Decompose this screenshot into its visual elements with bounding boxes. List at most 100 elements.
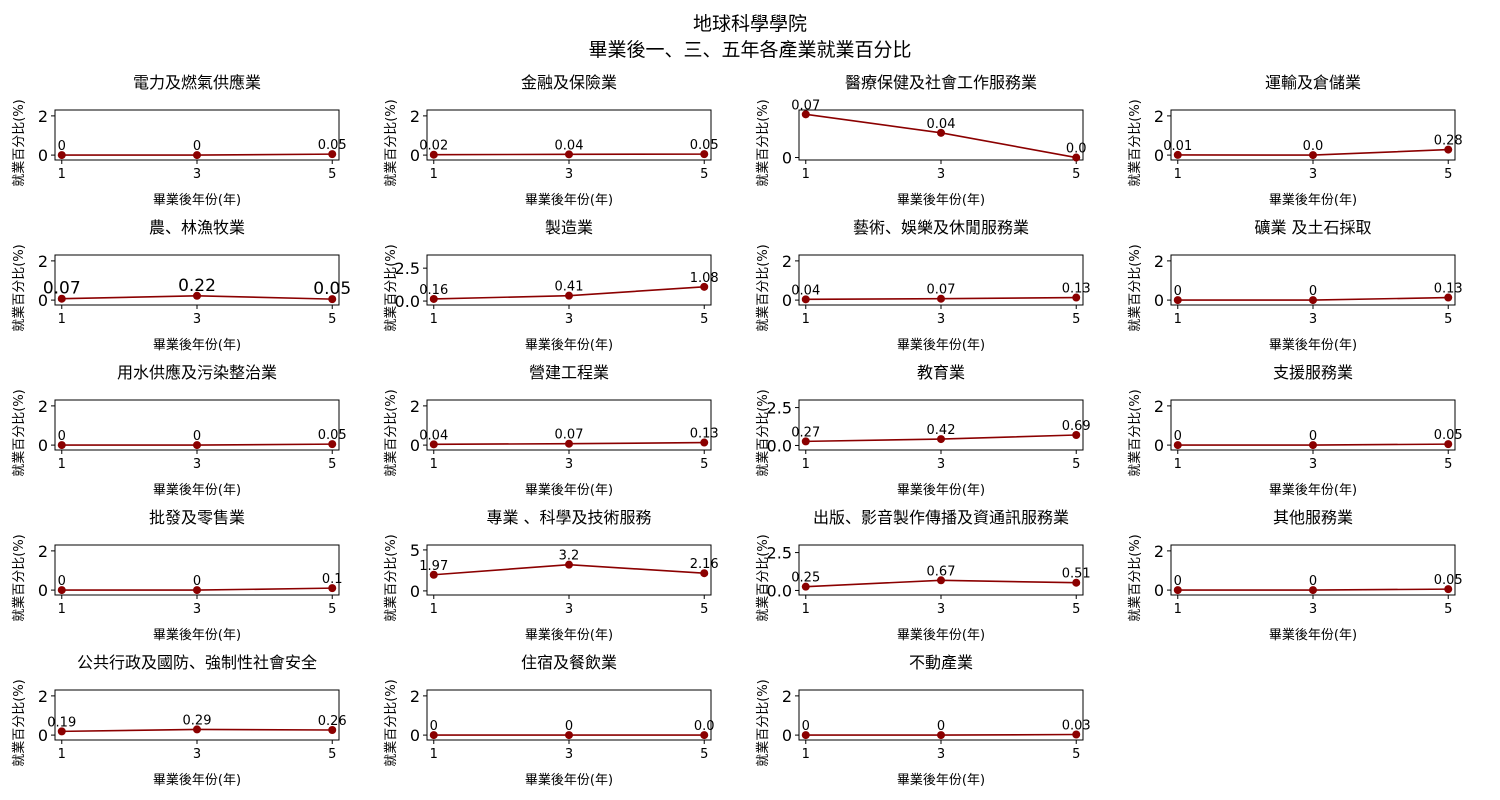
chart-3-ylabel: 就業百分比(%): [755, 99, 771, 187]
chart-13-xlabel: 畢業後年份(年): [153, 627, 241, 643]
chart-5-point-2: [193, 291, 201, 300]
chart-16-ytick-label: 0: [1154, 581, 1164, 600]
chart-6-data-label-1: 0.16: [419, 283, 448, 298]
chart-18-point-3: [700, 731, 709, 740]
chart-18-point-1: [429, 731, 438, 740]
chart-18-title: 住宿及餐飲業: [521, 653, 617, 672]
chart-3-ytick-label: 0: [782, 149, 792, 168]
chart-10-xlabel: 畢業後年份(年): [525, 482, 613, 498]
chart-14-xtick-label: 5: [700, 602, 708, 617]
chart-1-xtick-label: 3: [193, 167, 201, 182]
chart-13-point-1: [57, 586, 66, 595]
chart-17-xtick-label: 3: [193, 747, 201, 762]
chart-12-point-2: [1309, 441, 1317, 450]
chart-12-ytick-label: 2: [1154, 397, 1164, 416]
chart-5-ytick-label: 2: [38, 252, 48, 271]
chart-7-xtick-label: 5: [1072, 312, 1080, 327]
chart-2-ytick-label: 0: [410, 146, 420, 165]
chart-19-point-3: [1072, 730, 1081, 739]
chart-17-point-3: [328, 726, 337, 734]
chart-15-xtick-label: 5: [1072, 602, 1080, 617]
chart-14-ylabel: 就業百分比(%): [383, 534, 399, 622]
chart-2-ytick-label: 2: [410, 107, 420, 126]
chart-5-xtick-label: 1: [58, 312, 66, 327]
chart-15-xtick-label: 3: [937, 602, 945, 617]
chart-15-data-label-2: 0.67: [927, 564, 956, 579]
chart-16-xlabel: 畢業後年份(年): [1269, 627, 1357, 643]
chart-2-panel: 金融及保險業 1 3 5 0 2 畢業後年份(年) 就業百分比(%) 0.02 0.04 0.05: [383, 73, 719, 208]
chart-16-point-3: [1444, 585, 1453, 594]
chart-6-xtick-label: 1: [430, 312, 438, 327]
chart-16-data-label-2: 0: [1309, 574, 1317, 589]
chart-12-ytick-label: 0: [1154, 436, 1164, 455]
chart-13-point-2: [193, 586, 201, 595]
chart-12-title: 支援服務業: [1273, 363, 1353, 382]
chart-15-xtick-label: 1: [802, 602, 810, 617]
chart-19-data-label-2: 0: [937, 719, 945, 734]
chart-11-data-label-2: 0.42: [927, 423, 956, 438]
chart-9-ytick-label: 0: [38, 436, 48, 455]
chart-2-xtick-label: 1: [430, 167, 438, 182]
chart-15-data-label-1: 0.25: [791, 571, 820, 586]
chart-14-panel: 專業 、科學及技術服務 1 3 5 0 5 畢業後年份(年) 就業百分比(%) 1.97 3.2 2…: [383, 508, 719, 643]
figure-title-line1: 地球科學學院: [693, 13, 807, 35]
chart-1-ytick-label: 0: [38, 146, 48, 165]
chart-6-point-2: [565, 291, 573, 300]
chart-14-xlabel: 畢業後年份(年): [525, 627, 613, 643]
chart-1-point-2: [193, 151, 201, 160]
chart-8-data-label-2: 0: [1309, 284, 1317, 299]
chart-18-xlabel: 畢業後年份(年): [525, 772, 613, 788]
chart-8-data-label-3: 0.13: [1434, 282, 1463, 297]
chart-2-point-3: [700, 150, 709, 159]
chart-4-xlabel: 畢業後年份(年): [1269, 192, 1357, 208]
chart-3-xtick-label: 5: [1072, 167, 1080, 182]
chart-9-ytick-label: 2: [38, 397, 48, 416]
chart-12-point-3: [1444, 440, 1453, 449]
chart-16-point-1: [1173, 586, 1182, 595]
chart-16-xtick-label: 3: [1309, 602, 1317, 617]
chart-6-ytick-label: 0.0: [395, 292, 420, 311]
chart-15-ylabel: 就業百分比(%): [755, 534, 771, 622]
chart-5-title: 農、林漁牧業: [149, 218, 245, 237]
chart-12-ylabel: 就業百分比(%): [1127, 389, 1143, 477]
chart-14-xtick-label: 1: [430, 602, 438, 617]
chart-13-data-label-2: 0: [193, 574, 201, 589]
chart-11-data-label-1: 0.27: [791, 425, 820, 440]
chart-19-data-label-3: 0.03: [1062, 719, 1091, 734]
chart-2-data-label-1: 0.02: [419, 139, 448, 154]
chart-11-xtick-label: 5: [1072, 457, 1080, 472]
chart-8-xtick-label: 3: [1309, 312, 1317, 327]
chart-14-title: 專業 、科學及技術服務: [486, 508, 651, 527]
chart-17-ylabel: 就業百分比(%): [11, 679, 27, 767]
chart-8-ytick-label: 0: [1154, 291, 1164, 310]
chart-8-ylabel: 就業百分比(%): [1127, 244, 1143, 332]
chart-17-title: 公共行政及國防、強制性社會安全: [77, 653, 317, 672]
chart-19-xtick-label: 3: [937, 747, 945, 762]
chart-7-ytick-label: 2: [782, 252, 792, 271]
chart-15-ytick-label: 0.0: [767, 581, 792, 600]
chart-7-xtick-label: 1: [802, 312, 810, 327]
chart-13-data-label-1: 0: [58, 574, 66, 589]
chart-11-xlabel: 畢業後年份(年): [897, 482, 985, 498]
chart-9-point-3: [328, 440, 337, 449]
chart-15-xlabel: 畢業後年份(年): [897, 627, 985, 643]
chart-1-data-label-3: 0.05: [318, 138, 347, 153]
chart-18-data-label-1: 0: [430, 719, 438, 734]
chart-2-xtick-label: 5: [700, 167, 708, 182]
chart-4-data-label-3: 0.28: [1434, 134, 1463, 149]
chart-19-point-2: [937, 731, 945, 740]
chart-19-xtick-label: 5: [1072, 747, 1080, 762]
chart-10-data-label-1: 0.04: [419, 428, 448, 443]
chart-10-xtick-label: 1: [430, 457, 438, 472]
chart-10-title: 營建工程業: [529, 363, 609, 382]
chart-4-ytick-label: 2: [1154, 107, 1164, 126]
chart-16-ytick-label: 2: [1154, 542, 1164, 561]
chart-10-point-1: [429, 440, 438, 449]
chart-1-data-label-1: 0: [58, 139, 66, 154]
chart-6-xtick-label: 5: [700, 312, 708, 327]
chart-13-xtick-label: 5: [328, 602, 336, 617]
